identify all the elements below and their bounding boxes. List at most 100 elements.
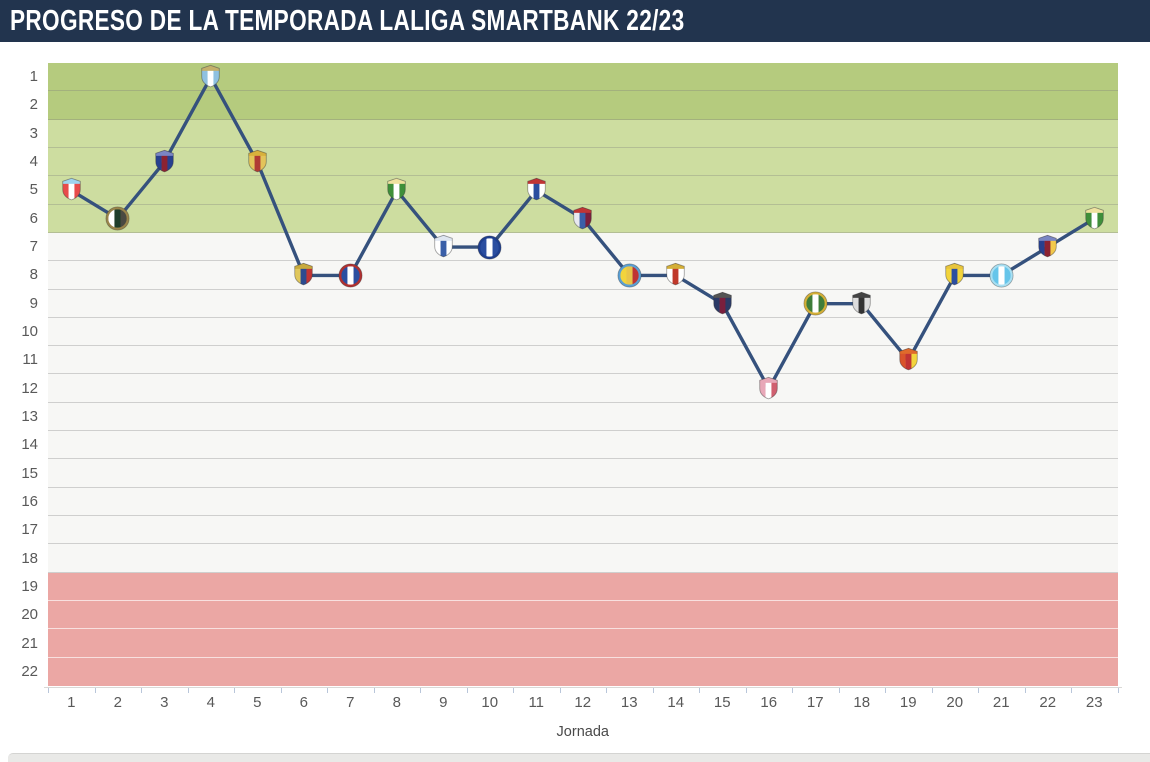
- x-tick-label-13: 13: [620, 694, 638, 711]
- zone-row-19-relegation: [48, 572, 1118, 602]
- x-axis-tick: [931, 687, 933, 693]
- bottom-strip: [8, 753, 1150, 762]
- x-tick-label-21: 21: [992, 694, 1010, 711]
- zone-row-9-mid-table: [48, 289, 1118, 318]
- x-tick-label-16: 16: [760, 694, 778, 711]
- zone-row-16-mid-table: [48, 487, 1118, 517]
- y-tick-label-20: 20: [21, 606, 38, 624]
- data-point-jornada-11-crest-icon[interactable]: [526, 177, 547, 201]
- x-axis-tick: [141, 687, 142, 693]
- data-point-jornada-17-crest-icon[interactable]: [803, 291, 828, 316]
- data-point-jornada-18-crest-icon[interactable]: [851, 291, 872, 315]
- x-tick-label-12: 12: [574, 694, 592, 711]
- x-axis-tick: [1024, 687, 1026, 693]
- x-axis-tick: [559, 687, 561, 693]
- data-point-jornada-23-crest-icon[interactable]: [1084, 206, 1105, 230]
- y-tick-label-10: 10: [21, 323, 38, 341]
- page-title: PROGRESO DE LA TEMPORADA LALIGA SMARTBAN…: [10, 4, 685, 37]
- zone-row-10-mid-table: [48, 317, 1118, 347]
- x-tick-label-10: 10: [481, 694, 499, 711]
- data-point-jornada-19-crest-icon[interactable]: [898, 347, 919, 371]
- x-axis-tick: [48, 687, 49, 693]
- zone-row-12-mid-table: [48, 374, 1118, 403]
- x-axis-tick: [187, 687, 189, 693]
- y-tick-label-11: 11: [22, 351, 38, 369]
- x-axis-tick: [234, 687, 235, 693]
- data-point-jornada-7-crest-icon[interactable]: [338, 263, 363, 288]
- x-axis-tick: [652, 687, 654, 693]
- y-tick-label-21: 21: [21, 634, 38, 652]
- x-axis-tick: [606, 687, 607, 693]
- x-tick-label-6: 6: [299, 694, 308, 711]
- x-axis-tick: [466, 687, 468, 693]
- y-tick-label-4: 4: [29, 153, 38, 171]
- data-point-jornada-16-crest-icon[interactable]: [758, 376, 779, 400]
- x-tick-label-5: 5: [253, 694, 262, 711]
- y-tick-label-18: 18: [21, 549, 38, 567]
- x-tick-label-18: 18: [853, 694, 871, 711]
- x-axis-tick: [699, 687, 700, 693]
- zone-row-2-promotion: [48, 91, 1118, 120]
- x-axis-tick: [513, 687, 514, 693]
- x-tick-label-19: 19: [899, 694, 917, 711]
- x-axis-tick: [1117, 687, 1119, 693]
- x-axis-title: Jornada: [556, 724, 609, 740]
- x-tick-label-15: 15: [713, 694, 731, 711]
- x-tick-label-22: 22: [1039, 694, 1057, 711]
- x-tick-label-9: 9: [439, 694, 448, 711]
- data-point-jornada-12-crest-icon[interactable]: [572, 206, 593, 230]
- y-tick-label-2: 2: [29, 96, 38, 114]
- data-point-jornada-8-crest-icon[interactable]: [386, 177, 407, 201]
- x-tick-label-20: 20: [946, 694, 964, 711]
- data-point-jornada-10-crest-icon[interactable]: [477, 235, 502, 260]
- y-tick-label-6: 6: [29, 209, 38, 227]
- chart-title-bar: PROGRESO DE LA TEMPORADA LALIGA SMARTBAN…: [0, 0, 1150, 42]
- data-point-jornada-14-crest-icon[interactable]: [665, 262, 686, 286]
- zone-row-17-mid-table: [48, 516, 1118, 545]
- data-point-jornada-6-crest-icon[interactable]: [293, 262, 314, 286]
- y-tick-label-19: 19: [21, 577, 38, 595]
- y-tick-label-17: 17: [21, 521, 38, 539]
- zone-row-13-mid-table: [48, 402, 1118, 432]
- y-tick-label-12: 12: [21, 379, 38, 397]
- x-tick-label-2: 2: [113, 694, 122, 711]
- data-point-jornada-3-crest-icon[interactable]: [154, 149, 175, 173]
- data-point-jornada-13-crest-icon[interactable]: [617, 263, 642, 288]
- zone-row-14-mid-table: [48, 431, 1118, 460]
- y-tick-label-7: 7: [29, 238, 38, 256]
- x-axis-tick: [792, 687, 793, 693]
- data-point-jornada-20-crest-icon[interactable]: [944, 262, 965, 286]
- x-axis-tick: [885, 687, 886, 693]
- data-point-jornada-21-crest-icon[interactable]: [989, 263, 1014, 288]
- x-tick-label-8: 8: [392, 694, 401, 711]
- data-point-jornada-4-crest-icon[interactable]: [200, 64, 221, 88]
- y-tick-label-14: 14: [21, 436, 38, 454]
- zone-row-15-mid-table: [48, 459, 1118, 488]
- x-axis-tick: [745, 687, 747, 693]
- zone-row-21-relegation: [48, 629, 1118, 658]
- x-axis-tick: [1071, 687, 1072, 693]
- y-tick-label-5: 5: [29, 181, 38, 199]
- x-tick-label-3: 3: [160, 694, 169, 711]
- zone-row-11-mid-table: [48, 346, 1118, 375]
- data-point-jornada-9-crest-icon[interactable]: [433, 234, 454, 258]
- zone-row-18-mid-table: [48, 544, 1118, 573]
- x-axis-tick: [94, 687, 96, 693]
- x-axis-tick: [978, 687, 979, 693]
- data-point-jornada-2-crest-icon[interactable]: [105, 206, 130, 231]
- data-point-jornada-15-crest-icon[interactable]: [712, 291, 733, 315]
- zone-row-7-mid-table: [48, 232, 1118, 262]
- data-point-jornada-1-crest-icon[interactable]: [61, 177, 82, 201]
- y-tick-label-8: 8: [29, 266, 38, 284]
- x-tick-label-23: 23: [1085, 694, 1103, 711]
- x-axis-line: [44, 686, 1122, 688]
- y-tick-label-22: 22: [21, 662, 38, 680]
- zone-row-4-promotion-playoff: [48, 147, 1118, 177]
- x-axis-tick: [280, 687, 282, 693]
- x-tick-label-1: 1: [67, 694, 76, 711]
- data-point-jornada-22-crest-icon[interactable]: [1037, 234, 1058, 258]
- x-tick-label-11: 11: [528, 694, 545, 711]
- x-tick-label-17: 17: [806, 694, 824, 711]
- y-tick-label-16: 16: [21, 492, 38, 510]
- data-point-jornada-5-crest-icon[interactable]: [247, 149, 268, 173]
